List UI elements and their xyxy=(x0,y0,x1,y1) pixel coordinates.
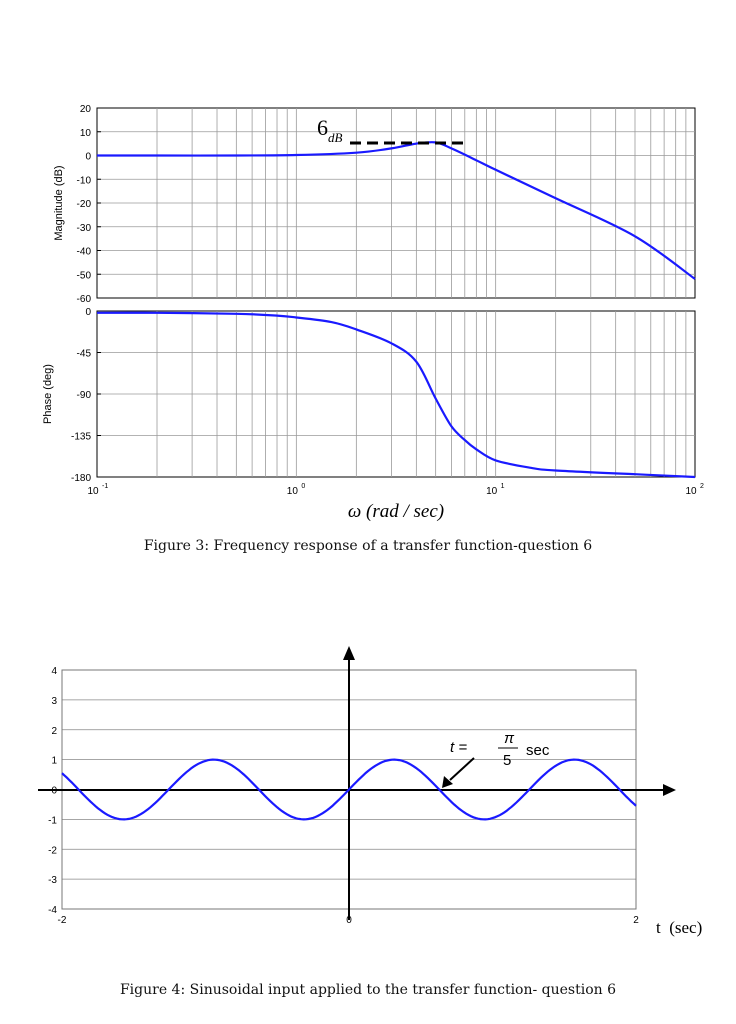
amplitude-axis-arrow xyxy=(343,646,355,660)
frequency-x-ticks: 10 -1 10 0 10 1 10 2 xyxy=(87,483,704,497)
y-tick-label: 0 xyxy=(85,307,91,318)
magnitude-panel: 20 10 0 -10 -20 -30 -40 -50 -60 6dB Magnitude (d… xyxy=(53,104,696,305)
sinusoid-series-line xyxy=(61,758,637,821)
magnitude-axis-label: Magnitude (dB) xyxy=(53,165,65,240)
x-tick-label: 10 xyxy=(685,486,697,497)
figure-4-caption: Figure 4: Sinusoidal input applied to th… xyxy=(119,982,617,998)
phase-grid xyxy=(97,311,695,477)
y-tick-label: 2 xyxy=(51,726,57,737)
x-tick-exponent: -1 xyxy=(102,483,108,490)
figure-3-caption: Figure 3: Frequency response of a transf… xyxy=(143,538,593,554)
y-tick-label: 10 xyxy=(80,128,92,139)
magnitude-grid xyxy=(97,108,695,298)
phase-series-line xyxy=(96,311,696,479)
y-tick-label: 3 xyxy=(51,696,57,707)
t-equals-pi-over-5-annotation: t = π 5 sec xyxy=(442,730,550,788)
y-tick-label: -10 xyxy=(77,175,92,186)
phase-axis-label: Phase (deg) xyxy=(42,364,54,424)
y-tick-label: -20 xyxy=(77,199,92,210)
x-tick-exponent: 1 xyxy=(501,483,505,490)
annotation-arrow-head xyxy=(442,776,453,788)
x-tick-label: -2 xyxy=(58,915,67,926)
x-tick-exponent: 2 xyxy=(700,483,704,490)
y-tick-label: 0 xyxy=(85,152,91,163)
time-axis-arrow xyxy=(663,784,676,796)
phase-y-ticks: 0 -45 -90 -135 -180 xyxy=(71,307,101,484)
annotation-arrow-line xyxy=(449,757,475,781)
x-tick-label: 10 xyxy=(87,486,99,497)
five-denominator: 5 xyxy=(503,752,511,769)
y-tick-label: -60 xyxy=(77,294,92,305)
t-equals-label: t = xyxy=(450,739,467,756)
x-tick-label: 10 xyxy=(486,486,498,497)
y-tick-label: -90 xyxy=(77,390,92,401)
y-tick-label: -2 xyxy=(48,845,57,856)
y-tick-label: 1 xyxy=(51,756,57,767)
x-tick-exponent: 0 xyxy=(301,483,305,490)
pi-numerator: π xyxy=(504,730,515,747)
x-tick-label: 10 xyxy=(287,486,299,497)
magnitude-y-ticks: 20 10 0 -10 -20 -30 -40 -50 -60 xyxy=(77,104,101,305)
y-tick-label: -50 xyxy=(77,270,92,281)
y-tick-label: -45 xyxy=(77,349,92,360)
y-tick-label: 4 xyxy=(51,666,57,677)
y-tick-label: 20 xyxy=(80,104,92,115)
y-tick-label: -30 xyxy=(77,223,92,234)
t-sec-axis-label: t (sec) xyxy=(656,918,702,937)
y-tick-label: -3 xyxy=(48,875,57,886)
magnitude-series-line xyxy=(97,141,696,280)
x-tick-label: 0 xyxy=(346,915,352,926)
x-tick-label: 2 xyxy=(633,915,639,926)
y-tick-label: -4 xyxy=(48,905,57,916)
phase-panel: 0 -45 -90 -135 -180 Phase (deg) xyxy=(42,307,696,484)
y-tick-label: -135 xyxy=(71,432,91,443)
y-tick-label: -180 xyxy=(71,473,91,484)
sinusoid-x-ticks: -2 0 2 xyxy=(58,915,640,926)
frequency-axis-label: ω (rad / sec) xyxy=(348,501,444,522)
y-tick-label: -40 xyxy=(77,247,92,258)
sinusoid-plot: 4 3 2 1 0 -1 -2 -3 -4 -2 0 2 t = π 5 sec t (sec) xyxy=(38,646,702,937)
six-db-label: 6dB xyxy=(317,115,343,145)
y-tick-label: -1 xyxy=(48,815,57,826)
sec-label: sec xyxy=(526,742,550,759)
